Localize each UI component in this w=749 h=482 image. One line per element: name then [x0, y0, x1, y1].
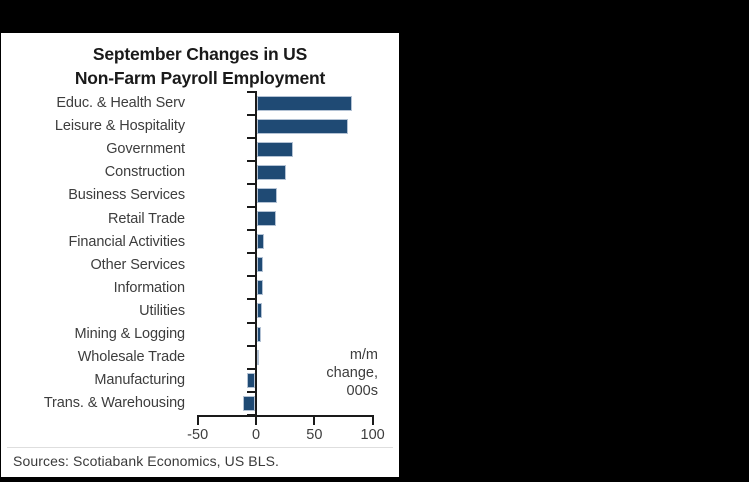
value-axis-tick-label: 50 — [306, 426, 323, 443]
bar — [257, 118, 348, 134]
units-annotation-line-3: 000s — [346, 383, 378, 399]
units-annotation-line-1: m/m — [349, 347, 378, 363]
bar — [257, 211, 276, 227]
value-axis-tick-label: 0 — [251, 426, 261, 443]
category-label: Mining & Logging — [74, 326, 186, 343]
category-axis-tick — [247, 275, 257, 278]
bar — [257, 164, 287, 180]
category-label: Business Services — [68, 187, 185, 204]
value-axis-tick — [255, 414, 257, 425]
bar — [257, 257, 263, 273]
source-divider — [7, 447, 393, 448]
category-label: Leisure & Hospitality — [54, 118, 185, 135]
category-label: Financial Activities — [68, 233, 186, 250]
bar — [257, 95, 352, 111]
category-label: Government — [106, 141, 185, 158]
category-label: Other Services — [90, 256, 186, 273]
value-axis-tick — [313, 414, 316, 425]
bar — [257, 303, 262, 319]
category-label: Educ. & Health Serv — [56, 95, 185, 112]
bar — [243, 395, 255, 411]
bar — [257, 349, 259, 365]
category-label: Construction — [104, 164, 185, 181]
category-label: Information — [113, 279, 186, 296]
bar-chart: Educ. & Health Serv Leisure & Hospitality… — [1, 33, 399, 477]
category-axis-tick — [247, 136, 257, 139]
chart-title-line-2: Non-Farm Payroll Employment — [74, 68, 326, 88]
value-zero-axis — [255, 91, 257, 417]
category-axis-tick — [247, 367, 257, 370]
category-axis-tick — [247, 159, 257, 162]
value-axis — [196, 414, 374, 417]
units-annotation-line-2: change, — [326, 365, 378, 381]
category-axis-tick — [247, 90, 257, 93]
value-axis-tick-label: -50 — [187, 426, 209, 443]
bar — [257, 187, 277, 203]
category-label: Manufacturing — [94, 372, 185, 389]
bar — [257, 234, 264, 250]
value-axis-tick-label: 100 — [360, 426, 385, 443]
category-axis-tick — [247, 321, 257, 324]
bar — [257, 280, 263, 296]
bar — [246, 372, 255, 388]
units-annotation: m/m change, 000s — [326, 346, 378, 400]
category-axis-tick — [247, 229, 257, 232]
category-axis-tick — [247, 298, 257, 301]
source-text: Sources: Scotiabank Economics, US BLS. — [13, 453, 280, 469]
chart-title: September Changes in US Non-Farm Payroll… — [1, 42, 399, 90]
category-axis-tick — [247, 390, 257, 393]
category-axis-tick — [247, 344, 257, 347]
bar — [257, 141, 294, 157]
category-label: Trans. & Warehousing — [43, 395, 185, 412]
category-axis-tick — [247, 252, 257, 255]
category-axis-tick — [247, 113, 257, 116]
value-axis-tick — [371, 414, 374, 425]
category-axis-tick — [247, 206, 257, 208]
value-axis-tick — [196, 414, 199, 425]
category-axis-tick — [247, 182, 257, 185]
category-label: Retail Trade — [108, 210, 185, 227]
category-label: Utilities — [139, 302, 185, 319]
chart-panel: September Changes in US Non-Farm Payroll… — [1, 33, 399, 477]
bar — [257, 326, 261, 342]
category-label: Wholesale Trade — [77, 349, 185, 366]
chart-title-line-1: September Changes in US — [92, 44, 308, 64]
